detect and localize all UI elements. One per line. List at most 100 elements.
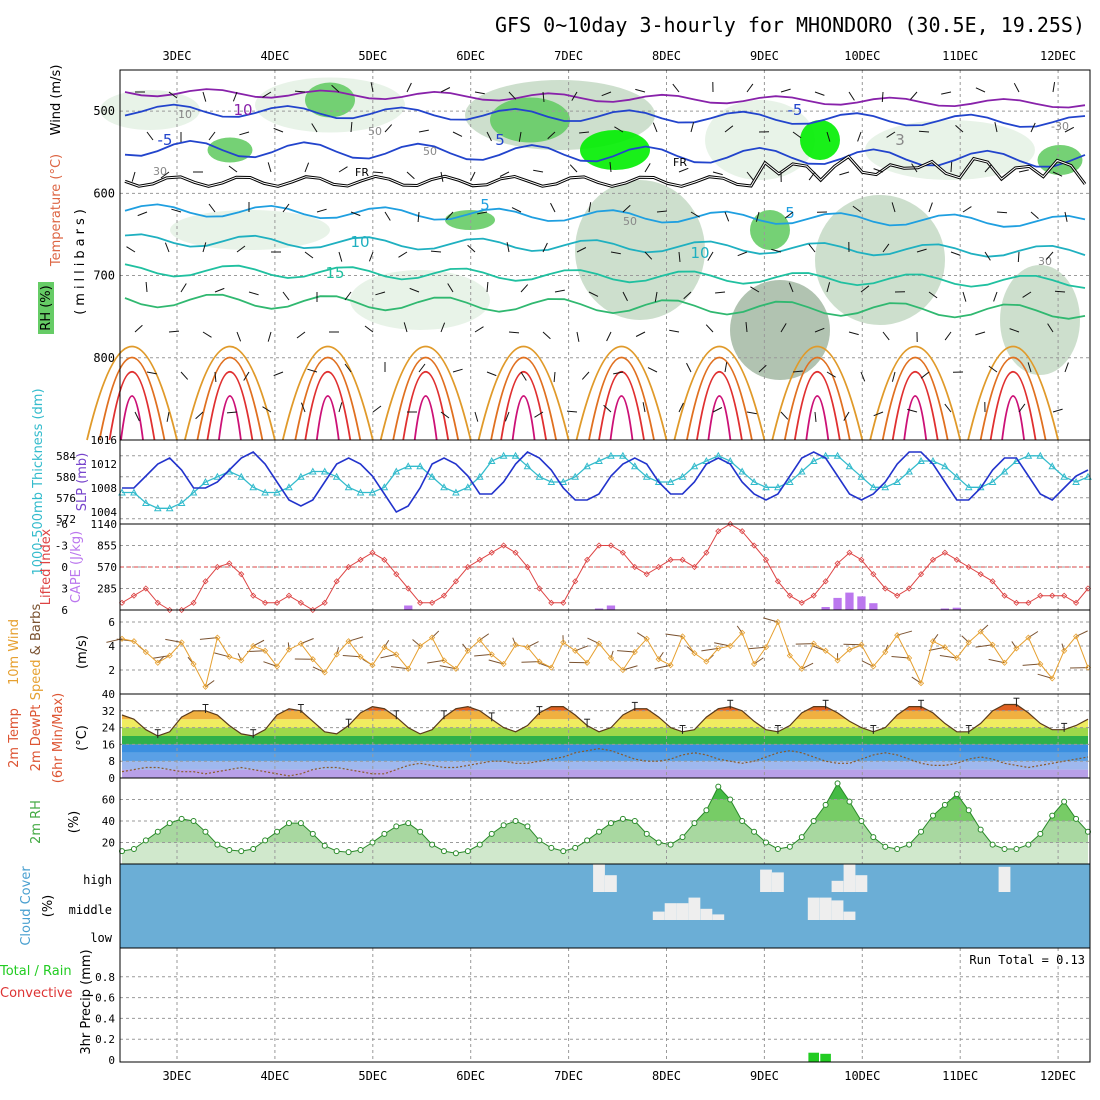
isotherm-line [124,263,1086,289]
wind-speed-marker [273,663,281,670]
li-marker [357,556,364,563]
wind-barb [814,327,825,333]
contour-label: 10 [178,108,192,121]
wind-barb [635,88,646,93]
thickness-marker [988,477,997,485]
rh-shade [305,82,355,118]
warm-contour [108,371,156,441]
rh-marker [703,807,710,814]
top-date-label: 6DEC [456,49,485,63]
warm-contour [967,345,1059,441]
wind-barb [962,206,972,213]
rh-marker [190,818,197,824]
wind-barb [418,129,429,133]
li-marker [178,606,185,614]
wind-barb [1047,323,1054,333]
cloud-unit: (%) [41,895,56,918]
wind-barb [610,650,614,659]
wind-speed-marker [405,665,412,672]
wind-barb [808,171,816,181]
wind-barb [701,647,719,652]
wind-barb [316,208,327,213]
wind-barb [226,411,238,414]
slp-tick-label: 1012 [91,458,118,471]
thickness-marker [535,472,544,480]
wind-speed-marker [464,647,471,654]
li-marker [1037,592,1044,599]
top-date-label: 12DEC [1040,49,1076,63]
contour-label: 5 [480,196,490,214]
wind-barb [520,371,527,381]
wind-barb [427,659,445,664]
wind-barb [168,330,180,333]
wind-barb [134,324,143,333]
wind-barb [569,164,578,173]
wind-barb [613,371,624,375]
rh-marker [381,830,388,837]
li-marker [452,578,459,585]
thickness-marker [893,477,902,485]
li-marker [786,592,793,599]
warm-contour [402,371,450,441]
rh-marker [250,845,257,852]
rh-shade [815,195,945,325]
li-marker [798,599,805,606]
wind-barb [792,370,803,373]
top-date-label: 10DEC [844,49,880,63]
rh-marker [977,826,984,833]
rh-marker [297,820,304,827]
wind-barb [882,331,890,341]
wind-speed-marker [476,636,483,644]
rh-marker [667,841,674,848]
li-marker [1013,599,1020,606]
wind-barb [418,363,426,373]
wind-barb [304,162,310,173]
wind-barb [439,665,457,670]
wind-barb [383,639,390,648]
rh-shade [865,120,1035,180]
rh-marker [417,828,424,835]
pressure-tick-label: 700 [93,269,115,283]
precip-bar [808,1052,819,1062]
wind-barb [644,251,653,260]
bottom-date-label: 3DEC [163,1069,192,1083]
contour-label: -5 [158,131,173,149]
thickness-marker [750,477,758,485]
thickness-marker [678,472,687,480]
thickness-marker [559,477,568,485]
wind-speed-marker [631,648,638,656]
li-marker [285,592,293,599]
wind-barb [911,163,918,173]
rh-tick-label: 20 [102,837,115,850]
wind-barb [1064,126,1075,133]
wind-barb [296,331,306,339]
wind-tick-label: 6 [108,616,115,629]
rh-marker [631,818,638,824]
wind-speed-marker [595,640,603,647]
rh-marker [369,839,376,846]
wind-barb [294,90,306,93]
li-marker [846,549,853,556]
wind-barb [550,202,556,213]
thickness-marker [320,467,329,475]
wind-barb [134,411,140,422]
temp-tick-label: 0 [108,772,115,785]
wind-speed-marker [977,628,984,635]
wind-barb [1046,251,1054,260]
wind-barb [745,322,748,333]
wind-barb [882,243,890,253]
wind-barb [581,371,590,380]
thickness-marker [869,483,878,491]
wind-speed-marker [226,653,233,660]
wind-barb [944,331,952,341]
rh-band [122,842,1088,864]
li-marker [643,571,650,578]
wind-barb [746,411,757,415]
thickness-marker [499,451,508,459]
wind-barb [1022,663,1041,666]
wind-barb [814,411,817,422]
li-marker [166,606,173,614]
thickness-marker [237,472,246,480]
thickness-marker [666,477,675,485]
rh-marker [1001,845,1008,852]
